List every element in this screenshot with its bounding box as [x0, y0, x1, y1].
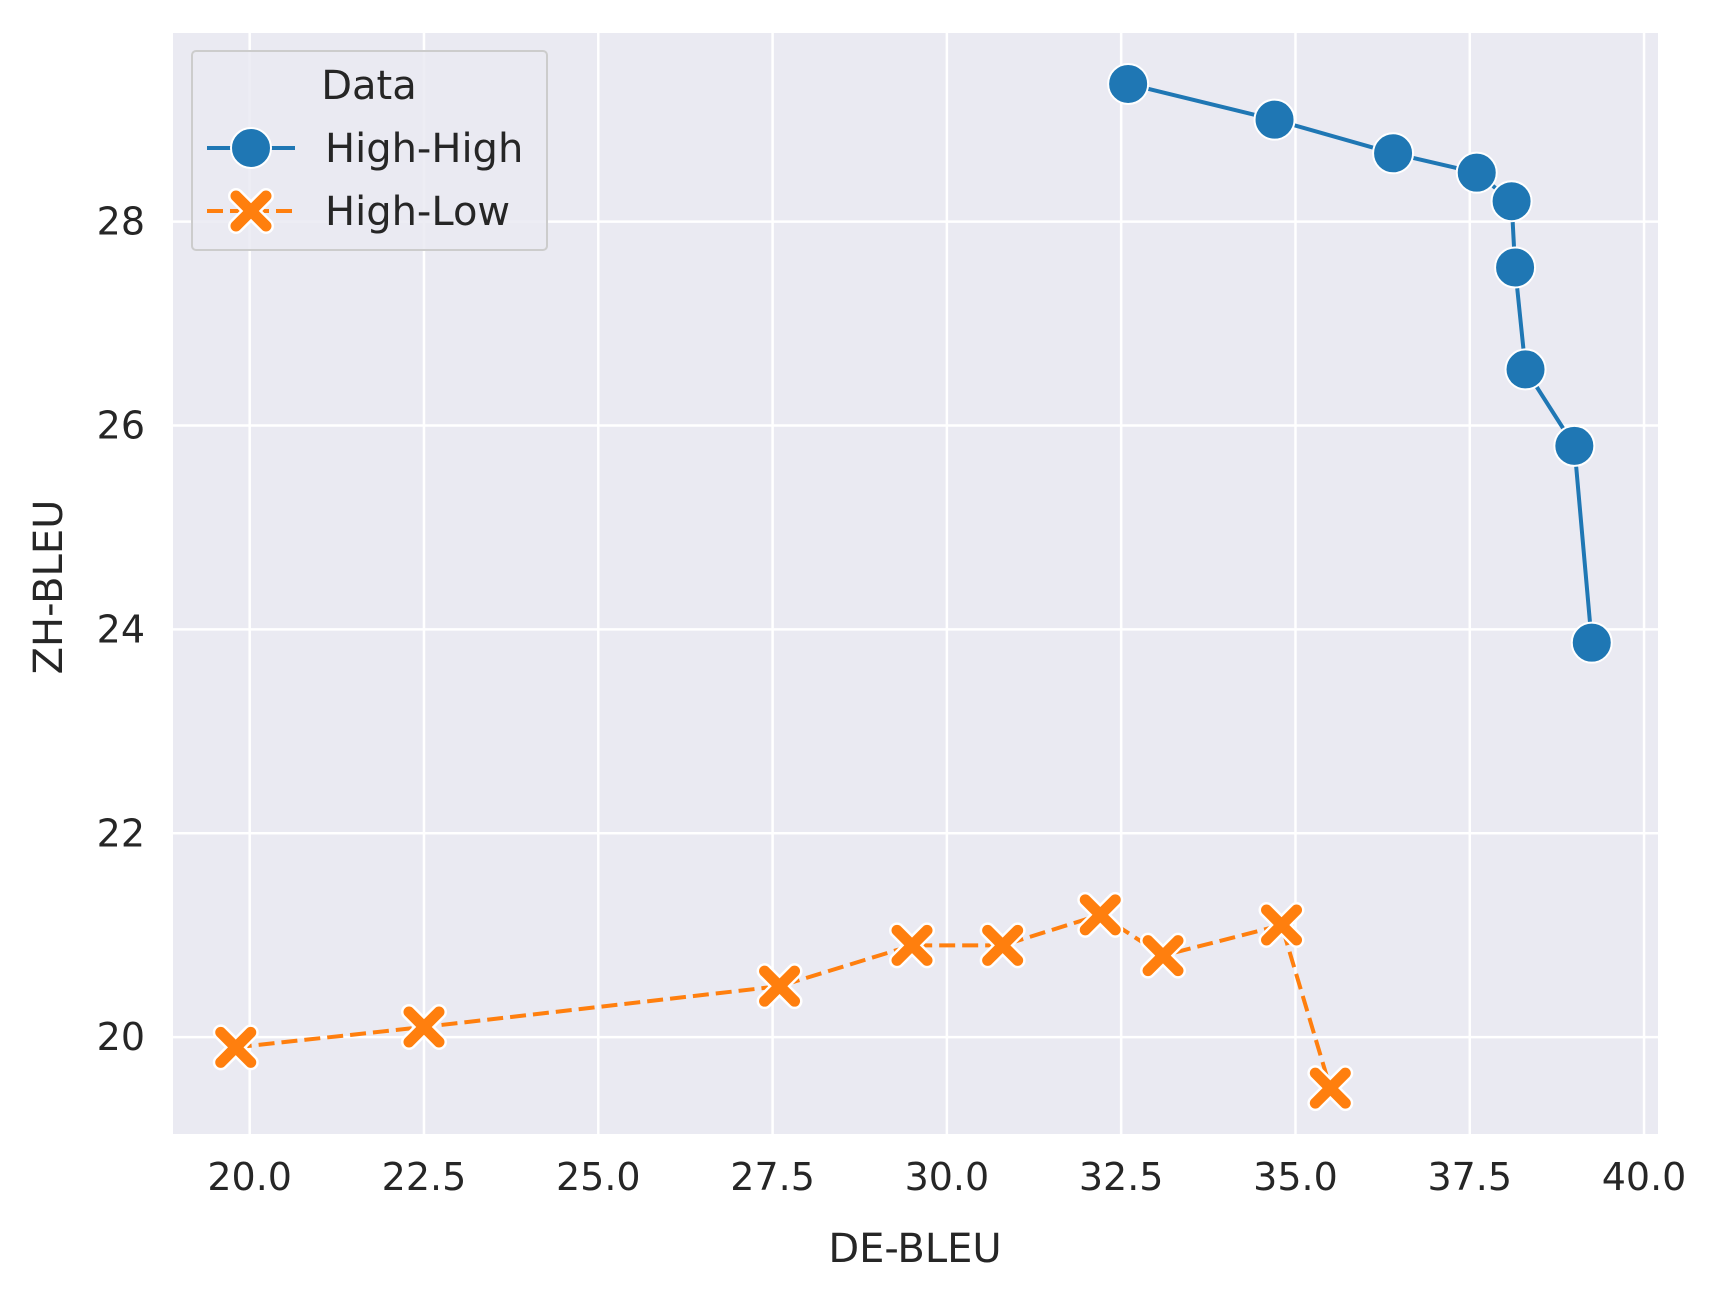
x-tick-label: 30.0 [905, 1155, 990, 1199]
data-point-high-high [1570, 621, 1613, 664]
data-point-high-low [1077, 891, 1124, 938]
data-point-high-low [889, 922, 936, 969]
data-point-high-low [756, 963, 803, 1010]
x-marker-stroke-b [215, 1026, 257, 1068]
data-point-high-high [1490, 180, 1533, 223]
y-tick-label: 20 [97, 1015, 145, 1059]
x-tick-label: 32.5 [1079, 1155, 1164, 1199]
data-point-high-high [1504, 348, 1547, 391]
x-marker-stroke-b [1261, 904, 1303, 946]
x-marker-stroke-b [1309, 1067, 1351, 1109]
legend-marker-high-high [230, 127, 272, 169]
data-point-high-high [1494, 246, 1537, 289]
tick-labels: 20.0 22.5 25.0 27.5 30.0 32.5 35.0 37.5 40.0 20 22… [97, 200, 1687, 1199]
x-marker-stroke-b [230, 190, 272, 232]
x-tick-label: 37.5 [1427, 1155, 1512, 1199]
legend-item-high-high: High-High [207, 126, 523, 172]
data-point-high-low [1140, 932, 1186, 979]
data-series [212, 62, 1613, 1112]
grid-lines [173, 33, 1658, 1134]
y-tick-label: 24 [97, 607, 145, 651]
y-tick-label: 26 [97, 403, 145, 447]
legend-item-high-low: High-Low [207, 188, 510, 235]
legend-box [191, 50, 548, 251]
legend: Data High-High High-Low [191, 50, 548, 251]
legend-label-high-high: High-High [325, 126, 523, 172]
y-tick-label: 22 [97, 811, 145, 855]
data-point-high-low [1258, 902, 1305, 949]
data-point-high-high [1253, 98, 1296, 141]
x-marker-stroke-b [1079, 894, 1121, 936]
data-point-high-high [1455, 151, 1498, 194]
y-axis-label: ZH-BLEU [26, 500, 72, 675]
legend-items: High-High High-Low [207, 126, 523, 235]
x-tick-label: 25.0 [556, 1155, 641, 1199]
x-tick-label: 35.0 [1253, 1155, 1338, 1199]
x-tick-label: 22.5 [382, 1155, 467, 1199]
x-tick-label: 20.0 [207, 1155, 292, 1199]
series-high-high [1107, 62, 1613, 664]
legend-marker-high-low [228, 188, 274, 234]
data-point-high-high [1553, 424, 1596, 467]
x-marker-stroke-b [982, 924, 1024, 966]
data-point-high-high [1372, 132, 1415, 175]
data-point-high-high [1107, 62, 1150, 105]
x-marker-stroke-b [1142, 935, 1184, 977]
data-point-high-low [979, 922, 1026, 969]
legend-label-high-low: High-Low [325, 189, 510, 235]
x-axis-label: DE-BLEU [828, 1226, 1001, 1272]
x-tick-label: 27.5 [730, 1155, 815, 1199]
y-tick-label: 28 [97, 200, 145, 244]
x-marker-stroke-b [891, 924, 933, 966]
x-marker-stroke-b [403, 1006, 445, 1048]
series-high-low [212, 891, 1354, 1112]
series-line-high-low [235, 912, 1333, 1089]
data-point-high-low [1307, 1065, 1354, 1112]
data-point-high-low [400, 1003, 447, 1050]
legend-title: Data [321, 63, 417, 109]
x-marker-stroke-b [759, 965, 801, 1007]
data-point-high-low [212, 1024, 259, 1071]
x-tick-label: 40.0 [1602, 1155, 1687, 1199]
